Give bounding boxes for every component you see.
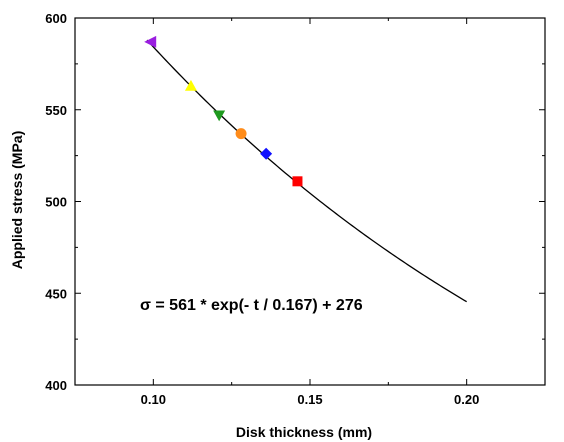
- fit-curve-line: [146, 39, 468, 303]
- data-point-circle: [235, 128, 247, 140]
- plot-frame: [74, 17, 546, 386]
- data-points-layer: [144, 35, 303, 187]
- x-axis-title: Disk thickness (mm): [236, 424, 372, 440]
- data-point-square: [292, 176, 303, 187]
- y-axis-title: Applied stress (MPa): [9, 131, 25, 269]
- y-tick-label: 500: [45, 195, 67, 210]
- fit-curve-layer: [146, 39, 468, 303]
- y-tick-label: 600: [45, 11, 67, 26]
- axes: 0.10 0.15 0.20 400 450 500 550 600: [45, 11, 546, 407]
- y-tick-label: 550: [45, 103, 67, 118]
- x-tick-label: 0.10: [141, 392, 166, 407]
- y-tick-label: 450: [45, 286, 67, 301]
- x-tick-label: 0.15: [297, 392, 322, 407]
- data-point-triangle-up: [184, 79, 197, 91]
- y-tick-label: 400: [45, 378, 67, 393]
- fit-equation-label: σ = 561 * exp(- t / 0.167) + 276: [140, 297, 363, 314]
- x-tick-label: 0.20: [454, 392, 479, 407]
- data-point-triangle-left: [144, 35, 157, 48]
- data-point-diamond: [260, 147, 273, 160]
- data-point-triangle-down: [213, 110, 226, 122]
